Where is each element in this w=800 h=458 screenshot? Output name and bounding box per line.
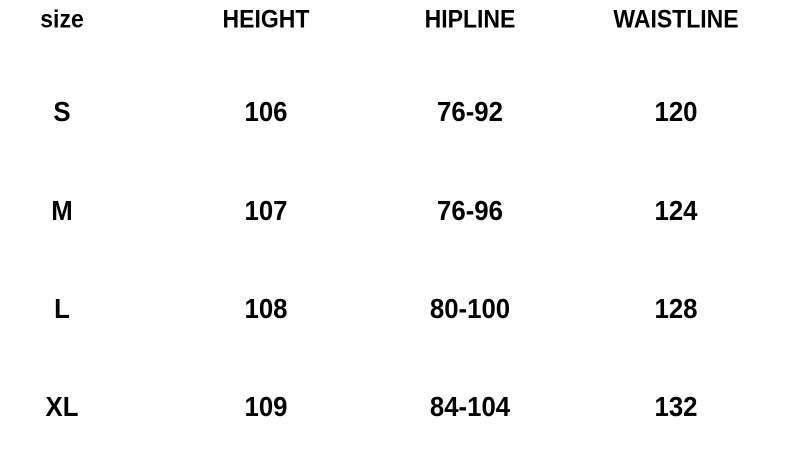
table-cell: 109 [244, 391, 288, 422]
table-cell: 107 [244, 195, 288, 226]
table-cell: 120 [654, 96, 698, 127]
table-cell: S [53, 96, 71, 127]
table-cell: XL [45, 391, 79, 422]
table-cell: L [54, 293, 70, 324]
table-cell: 106 [244, 96, 288, 127]
column-header: size [40, 5, 84, 34]
table-cell: 124 [654, 195, 698, 226]
table-cell: 76-92 [437, 96, 503, 127]
table-cell: 132 [654, 391, 698, 422]
column-header: HEIGHT [222, 5, 310, 34]
table-cell: 108 [244, 293, 288, 324]
table-cell: 128 [654, 293, 698, 324]
table-cell: 84-104 [429, 391, 511, 422]
table-cell: 80-100 [429, 293, 511, 324]
column-header: WAISTLINE [613, 5, 739, 34]
column-header: HIPLINE [424, 5, 516, 34]
table-cell: M [51, 195, 73, 226]
table-cell: 76-96 [437, 195, 503, 226]
